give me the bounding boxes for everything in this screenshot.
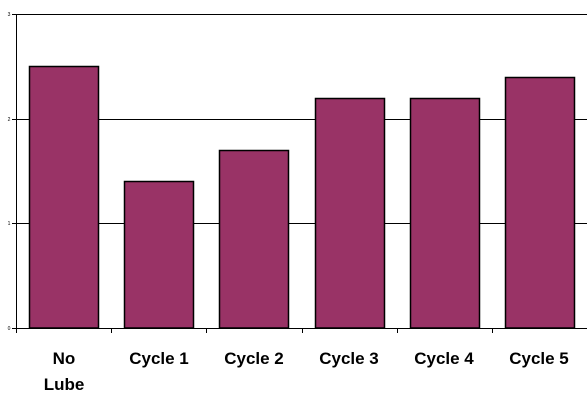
x-tick-label-6: Cycle 5 [509, 349, 569, 368]
axes [12, 14, 587, 333]
bars [28, 65, 576, 329]
bar-3 [218, 149, 290, 329]
y-tick-label-0: 0 [8, 326, 11, 332]
x-tick-label-4: Cycle 3 [319, 349, 379, 368]
x-tick-label-1-line-2: Lube [44, 375, 85, 394]
y-tick-label-2: 2 [8, 117, 11, 123]
bar-2 [123, 180, 195, 329]
x-tick-label-1-line-1: No [53, 349, 76, 368]
y-tick-label-3: 3 [8, 12, 11, 18]
bar-5 [409, 97, 481, 329]
x-tick-label-2: Cycle 1 [129, 349, 189, 368]
y-tick-labels: 0 1 2 3 [8, 12, 11, 332]
x-tick-label-5: Cycle 4 [414, 349, 474, 368]
category-labels: No Lube Cycle 1 Cycle 2 Cycle 3 Cycle 4 Cycle … [44, 349, 569, 394]
gridlines [16, 14, 587, 224]
y-tick-label-1: 1 [8, 221, 11, 227]
bar-1 [28, 65, 100, 329]
x-tick-label-3: Cycle 2 [224, 349, 284, 368]
bar-6 [504, 76, 576, 329]
bar-4 [314, 97, 386, 329]
